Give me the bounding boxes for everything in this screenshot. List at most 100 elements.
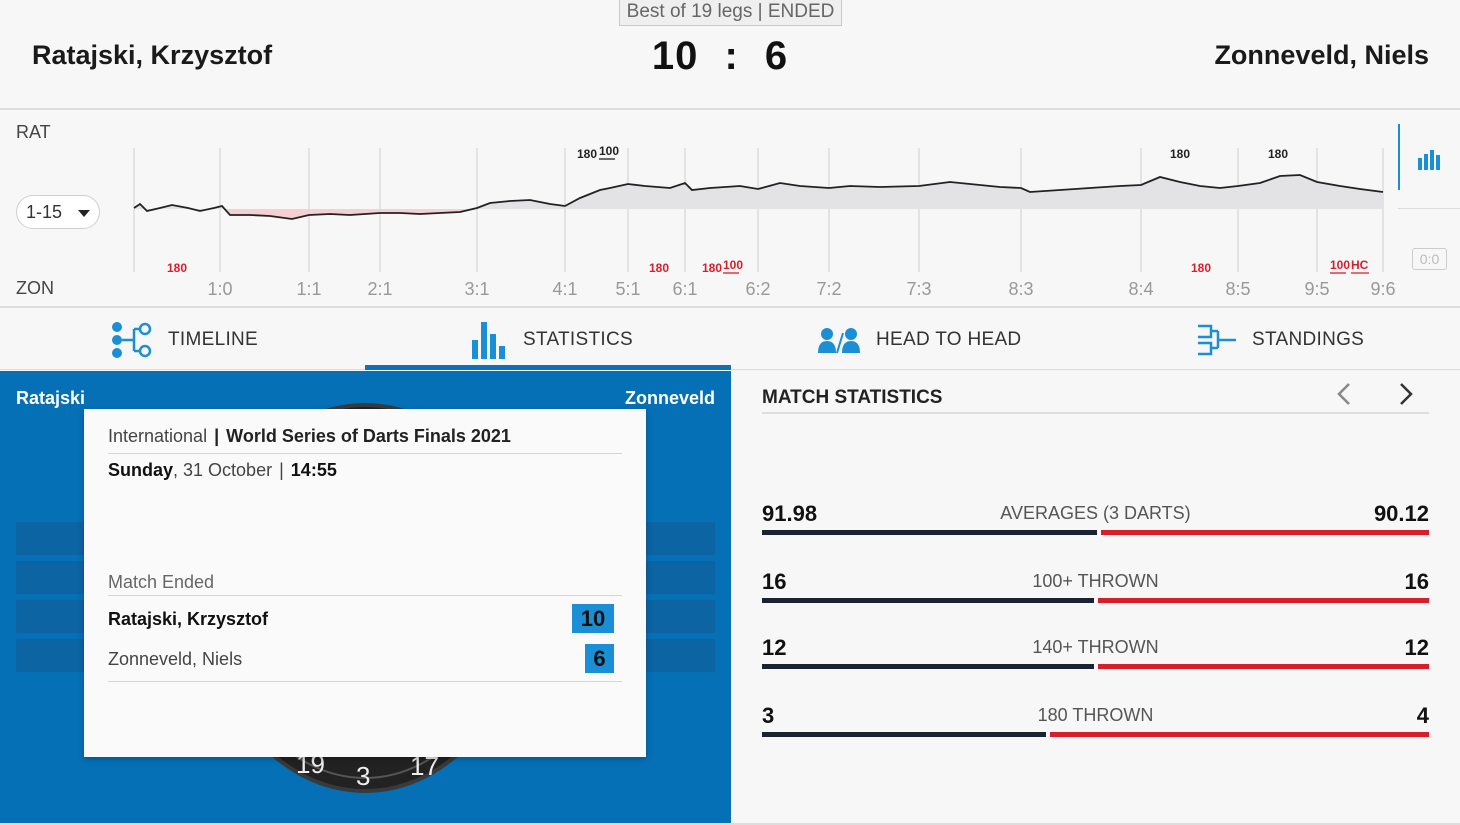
chevron-right-icon[interactable] xyxy=(1396,381,1416,407)
away-180-marker: 180 xyxy=(649,261,669,275)
stat-home-bar xyxy=(762,732,1046,737)
away-short-name: Zonneveld xyxy=(624,388,715,408)
timeline-icon xyxy=(112,322,152,358)
tab-head-to-head-label: HEAD TO HEAD xyxy=(876,329,1022,350)
away-score: 6 xyxy=(764,34,789,78)
stat-home-value: 3 xyxy=(762,703,775,728)
popup-time-separator: | xyxy=(279,460,284,480)
leg-score-label: 9:6 xyxy=(1370,279,1395,299)
stat-home-bar xyxy=(762,530,1097,535)
momentum-chart: 1:0 1:1 2:1 3:1 4:1 5:1 6:1 6:2 7:2 7:3 8:3 8:4 8:5 9… xyxy=(133,144,1396,299)
score-box-icon: 0:0 xyxy=(1412,248,1447,270)
away-player-name: Zonneveld, Niels xyxy=(1214,40,1429,70)
away-high-checkout-marker: HC xyxy=(1351,258,1369,272)
leg-range-value: 1-15 xyxy=(26,202,63,222)
chart-divider xyxy=(1398,124,1400,190)
momentum-timeline: RAT ZON 1-15 1:0 1:1 2:1 3:1 4:1 5:1 6:1 6:2 7:2… xyxy=(0,112,1460,308)
leg-score-label: 8:3 xyxy=(1008,279,1033,299)
tab-statistics-label: STATISTICS xyxy=(523,329,633,350)
bar-chart-icon xyxy=(472,322,505,359)
chart-side-divider xyxy=(1398,208,1460,209)
chevron-left-icon[interactable] xyxy=(1334,381,1354,407)
leg-score-label: 1:0 xyxy=(207,279,232,299)
home-player-name: Ratajski, Krzysztof xyxy=(32,40,273,70)
stat-row: 16 100+ THROWN 16 xyxy=(762,569,1429,609)
tab-standings-label: STANDINGS xyxy=(1252,329,1365,350)
away-momentum-area xyxy=(134,209,1383,219)
chart-view-icon[interactable] xyxy=(1417,148,1443,170)
leg-score-label: 4:1 xyxy=(552,279,577,299)
popup-tournament: World Series of Darts Finals 2021 xyxy=(226,426,511,446)
tab-timeline-label: TIMELINE xyxy=(168,329,259,350)
home-100-checkout-marker: 100 xyxy=(599,144,619,158)
leg-score-label: 6:2 xyxy=(745,279,770,299)
home-score: 10 xyxy=(651,34,699,78)
leg-range-select[interactable]: 1-15 xyxy=(16,195,100,229)
popup-away-player: Zonneveld, Niels xyxy=(108,649,243,669)
popup-date: , 31 October xyxy=(173,460,273,480)
match-statistics-panel: MATCH STATISTICS 91.98 AVERAGES (3 DARTS)… xyxy=(731,371,1460,825)
match-score: 10 : 6 xyxy=(620,34,820,79)
stat-home-value: 16 xyxy=(762,569,787,594)
popup-separator: | xyxy=(214,426,220,446)
popup-divider xyxy=(108,681,622,682)
popup-home-score: 10 xyxy=(572,604,614,633)
away-180-marker: 180 xyxy=(702,261,722,275)
popup-day: Sunday xyxy=(108,460,174,480)
leg-score-label: 6:1 xyxy=(672,279,697,299)
tab-head-to-head[interactable]: HEAD TO HEAD xyxy=(816,310,1021,370)
popup-home-player: Ratajski, Krzysztof xyxy=(108,609,269,629)
home-short-name: Ratajski xyxy=(16,388,86,408)
stat-away-bar xyxy=(1050,732,1429,737)
leg-score-label: 3:1 xyxy=(464,279,489,299)
leg-score-label: 7:3 xyxy=(906,279,931,299)
away-100-checkout-marker: 100 xyxy=(1330,258,1350,272)
leg-score-label: 9:5 xyxy=(1304,279,1329,299)
match-info-popup: International | World Series of Darts Fi… xyxy=(84,409,646,757)
stat-home-bar xyxy=(762,598,1094,603)
leg-score-label: 1:1 xyxy=(296,279,321,299)
popup-divider xyxy=(108,595,622,596)
caret-down-icon xyxy=(78,210,90,217)
home-180-marker: 180 xyxy=(1268,147,1288,161)
stat-away-value: 90.12 xyxy=(1373,501,1429,526)
home-abbr-label: RAT xyxy=(16,122,51,142)
active-tab-indicator xyxy=(365,365,731,370)
popup-datetime: Sunday, 31 October | 14:55 xyxy=(108,460,337,481)
match-format-badge: Best of 19 legs | ENDED xyxy=(619,0,842,26)
popup-divider xyxy=(108,453,622,454)
stat-away-value: 12 xyxy=(1404,635,1429,660)
stat-away-bar xyxy=(1098,664,1429,669)
stat-home-bar xyxy=(762,664,1094,669)
stat-away-value: 4 xyxy=(1416,703,1429,728)
away-180-marker: 180 xyxy=(1191,261,1211,275)
dartboard-panel: Ratajski Zonneveld 19 3 17 International… xyxy=(0,371,731,825)
bracket-icon xyxy=(1198,324,1236,356)
away-180-marker: 180 xyxy=(167,261,187,275)
stat-away-value: 16 xyxy=(1404,569,1429,594)
bottom-border xyxy=(0,823,1460,825)
stat-label: 100+ THROWN xyxy=(1032,571,1159,591)
stat-label: 140+ THROWN xyxy=(1032,637,1159,657)
stat-label: AVERAGES (3 DARTS) xyxy=(1000,503,1191,523)
home-180-marker: 180 xyxy=(1170,147,1190,161)
match-header: Best of 19 legs | ENDED Ratajski, Krzysz… xyxy=(0,0,1460,110)
match-statistics-title: MATCH STATISTICS xyxy=(762,387,943,408)
board-number-3: 3 xyxy=(356,761,371,791)
popup-away-score: 6 xyxy=(585,644,614,673)
head-to-head-icon xyxy=(818,328,860,354)
leg-score-label: 8:4 xyxy=(1128,279,1153,299)
leg-score-label: 8:5 xyxy=(1225,279,1250,299)
tab-statistics[interactable]: STATISTICS xyxy=(471,310,633,370)
tab-bar: TIMELINE STATISTICS HEAD TO HEAD STANDIN… xyxy=(0,310,1460,370)
stat-label: 180 THROWN xyxy=(1037,705,1154,725)
popup-time: 14:55 xyxy=(290,460,337,480)
away-abbr-label: ZON xyxy=(16,278,54,298)
stat-home-value: 91.98 xyxy=(762,501,818,526)
momentum-line xyxy=(133,174,1384,220)
leg-score-label: 2:1 xyxy=(367,279,392,299)
tab-standings[interactable]: STANDINGS xyxy=(1196,310,1364,370)
match-statistics-divider xyxy=(762,412,1429,414)
popup-category: International xyxy=(108,426,208,446)
tab-timeline[interactable]: TIMELINE xyxy=(110,310,258,370)
